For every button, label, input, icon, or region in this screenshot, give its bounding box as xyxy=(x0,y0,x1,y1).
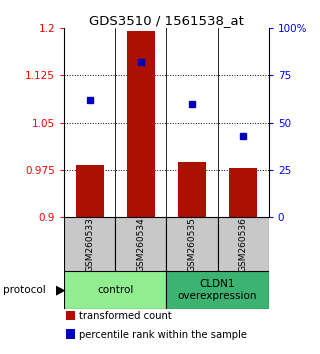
Title: GDS3510 / 1561538_at: GDS3510 / 1561538_at xyxy=(89,14,244,27)
Bar xyxy=(166,272,269,309)
Bar xyxy=(229,169,257,217)
Text: GSM260533: GSM260533 xyxy=(85,217,94,272)
Text: percentile rank within the sample: percentile rank within the sample xyxy=(79,330,247,340)
Text: GSM260535: GSM260535 xyxy=(188,217,196,272)
Bar xyxy=(127,32,155,217)
Bar xyxy=(66,311,75,320)
Text: GSM260534: GSM260534 xyxy=(136,217,145,272)
Text: transformed count: transformed count xyxy=(79,311,172,321)
Bar xyxy=(64,217,115,272)
Bar xyxy=(66,329,75,339)
Text: GSM260536: GSM260536 xyxy=(239,217,248,272)
Text: protocol: protocol xyxy=(3,285,46,295)
Text: ▶: ▶ xyxy=(56,284,66,297)
Bar xyxy=(64,272,166,309)
Text: control: control xyxy=(97,285,133,295)
Bar xyxy=(218,217,269,272)
Bar xyxy=(76,165,104,217)
Bar xyxy=(178,161,206,217)
Bar xyxy=(115,217,166,272)
Text: CLDN1
overexpression: CLDN1 overexpression xyxy=(178,279,257,301)
Bar xyxy=(166,217,218,272)
